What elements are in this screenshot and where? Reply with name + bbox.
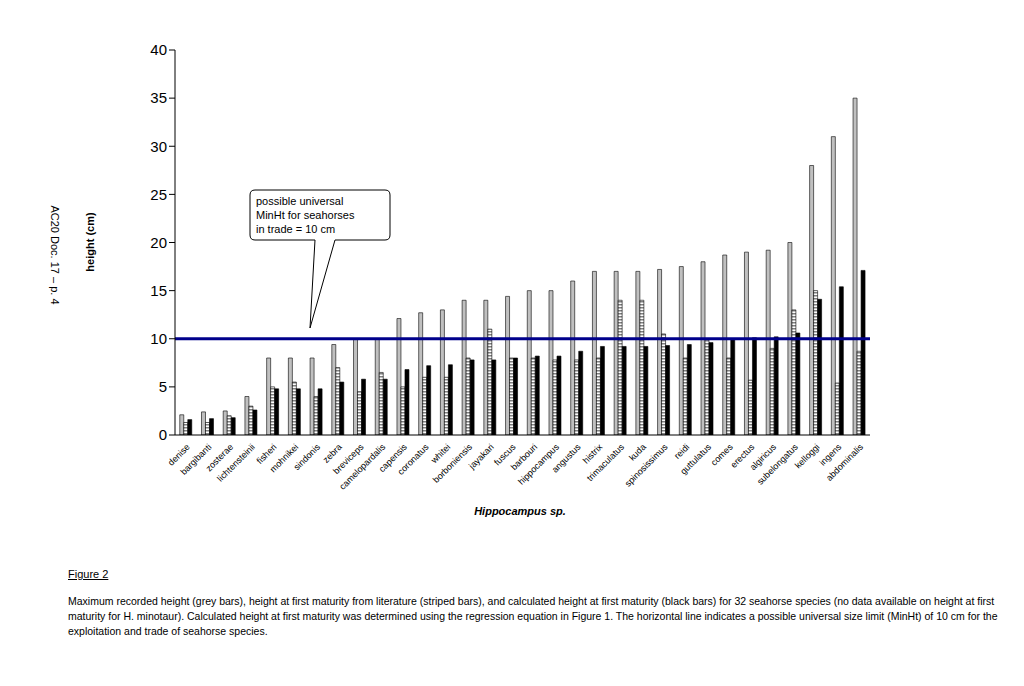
svg-text:35: 35 — [150, 89, 167, 106]
html-text:Hippocampus sp.: Hippocampus sp. — [474, 505, 566, 517]
html-text:Figure 2: Figure 2 — [68, 568, 109, 580]
svg-text:10: 10 — [150, 330, 167, 347]
svg-text:camelopardalis: camelopardalis — [337, 441, 388, 492]
svg-text:bargibanti: bargibanti — [178, 441, 214, 477]
svg-text:spinosissimus: spinosissimus — [623, 442, 670, 489]
svg-text:kuda: kuda — [627, 441, 648, 463]
svg-text:denise: denise — [166, 441, 192, 468]
svg-text:40: 40 — [150, 41, 167, 58]
svg-text:barbouri: barbouri — [508, 441, 540, 473]
svg-text:sindonis: sindonis — [292, 442, 323, 473]
svg-text:hippocampus: hippocampus — [516, 441, 561, 487]
svg-text:reidi: reidi — [672, 441, 692, 461]
svg-text:coronatus: coronatus — [396, 442, 431, 477]
svg-text:25: 25 — [150, 186, 167, 203]
svg-text:zosterae: zosterae — [203, 441, 236, 474]
svg-text:angustus: angustus — [550, 442, 583, 475]
svg-text:lichtensteinii: lichtensteinii — [215, 442, 257, 484]
svg-text:algiricus: algiricus — [747, 441, 779, 473]
svg-text:30: 30 — [150, 138, 167, 155]
svg-text:histrix: histrix — [580, 441, 605, 466]
svg-text:fuscus: fuscus — [492, 441, 518, 468]
svg-text:borboniensis: borboniensis — [431, 441, 475, 485]
svg-text:15: 15 — [150, 282, 167, 299]
html-text:MinHt for seahorses: MinHt for seahorses — [256, 209, 355, 221]
html-text:possible universal: possible universal — [256, 195, 344, 207]
svg-text:breviceps: breviceps — [331, 441, 366, 477]
svg-text:abdominalis: abdominalis — [824, 442, 865, 483]
svg-text:jayakari: jayakari — [466, 442, 496, 472]
html-text:Maximum recorded height (grey: Maximum recorded height (grey bars), hei… — [68, 595, 998, 637]
svg-text:ingens: ingens — [817, 441, 844, 468]
svg-text:whitei: whitei — [429, 441, 453, 466]
svg-text:fisheri: fisheri — [254, 441, 279, 466]
svg-text:zebra: zebra — [320, 441, 344, 465]
svg-text:comes: comes — [708, 441, 735, 468]
svg-text:trimaculatus: trimaculatus — [585, 442, 627, 484]
svg-text:5: 5 — [159, 378, 167, 395]
html-text:in trade = 10 cm: in trade = 10 cm — [256, 223, 336, 235]
svg-text:kelloggi: kelloggi — [793, 442, 822, 471]
svg-text:subelongatus: subelongatus — [755, 441, 800, 487]
html-text:height (cm): height (cm) — [84, 212, 96, 272]
svg-text:erectus: erectus — [728, 441, 757, 470]
svg-text:capensis: capensis — [376, 441, 409, 475]
html-text:AC20 Doc. 17 – p. 4: AC20 Doc. 17 – p. 4 — [49, 205, 61, 305]
svg-text:guttulatus: guttulatus — [678, 442, 713, 477]
svg-text:0: 0 — [159, 426, 167, 443]
svg-text:20: 20 — [150, 234, 167, 251]
svg-text:mohnikei: mohnikei — [267, 441, 301, 475]
